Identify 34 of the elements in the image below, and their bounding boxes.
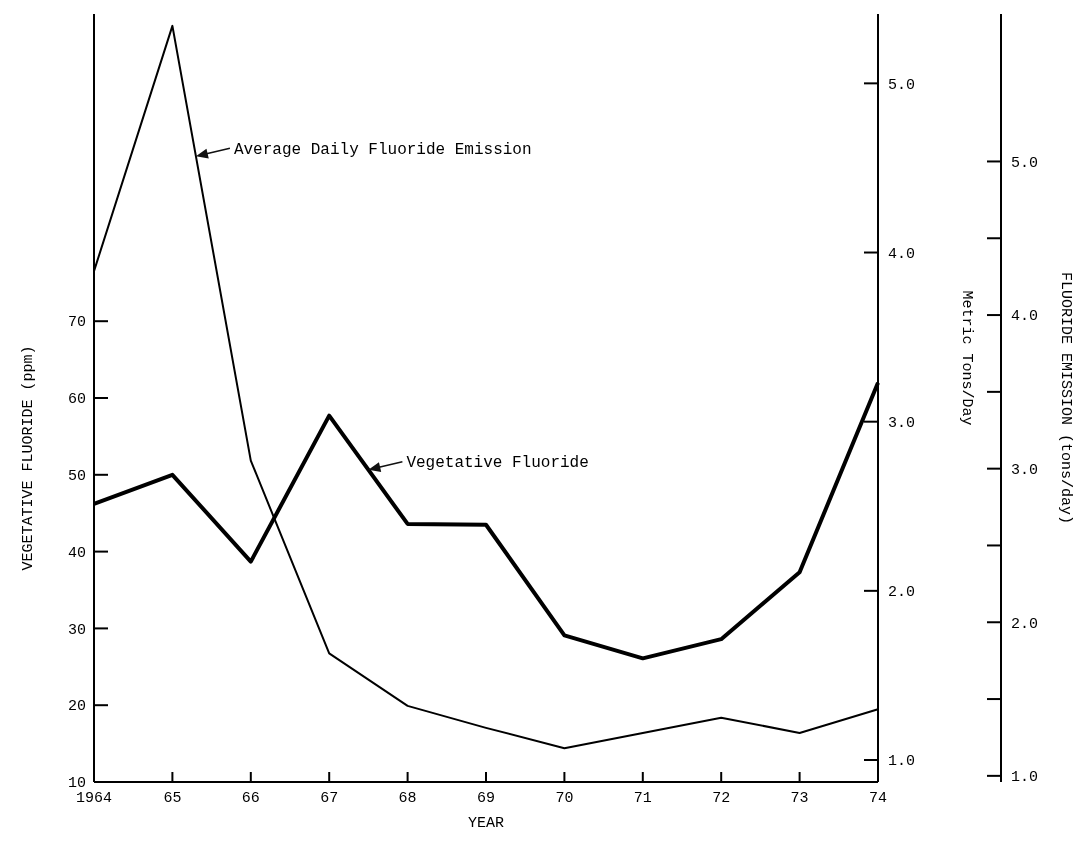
y2-axis-title: Metric Tons/Day [958, 290, 975, 426]
x-tick-label: 71 [633, 790, 652, 807]
y3-tick-label: 2.0 [1011, 615, 1039, 633]
y3-tick-label: 3.0 [1011, 461, 1039, 479]
y-tick-label: 70 [67, 314, 86, 332]
y2-tick-label: 3.0 [888, 414, 916, 432]
x-tick-label: 68 [398, 790, 417, 807]
y-tick-label: 60 [67, 391, 86, 409]
y2-tick-label: 2.0 [888, 584, 916, 602]
y3-tick-label: 5.0 [1011, 154, 1039, 172]
y3-axis-title: FLUORIDE EMISSION (tons/day) [1057, 271, 1074, 525]
x-tick-label: 70 [555, 790, 574, 807]
x-tick-label: 67 [320, 790, 339, 807]
x-tick-label: 1964 [75, 790, 113, 807]
y2-tick-label: 1.0 [888, 753, 916, 771]
x-tick-label: 65 [163, 790, 182, 807]
y-tick-label: 50 [67, 468, 86, 486]
y-axis-title: VEGETATIVE FLUORIDE (ppm) [20, 345, 37, 571]
y3-tick-label: 1.0 [1011, 769, 1039, 787]
y-tick-label: 30 [67, 621, 86, 639]
y2-tick-label: 4.0 [888, 245, 916, 263]
y-tick-label: 40 [67, 544, 86, 562]
series-label: Vegetative Fluoride [406, 454, 589, 473]
y3-tick-label: 4.0 [1011, 308, 1039, 326]
x-tick-label: 73 [790, 790, 809, 807]
x-tick-label: 69 [476, 790, 496, 807]
text: Average Daily Fluoride Emission [233, 140, 532, 159]
y-tick-label: 10 [67, 775, 86, 793]
y-tick-label: 20 [67, 698, 86, 716]
x-tick-label: 72 [712, 790, 731, 807]
y2-tick-label: 5.0 [888, 76, 916, 94]
x-tick-label: 74 [868, 790, 888, 807]
x-tick-label: 66 [241, 790, 260, 807]
x-axis-title: YEAR [467, 815, 505, 832]
